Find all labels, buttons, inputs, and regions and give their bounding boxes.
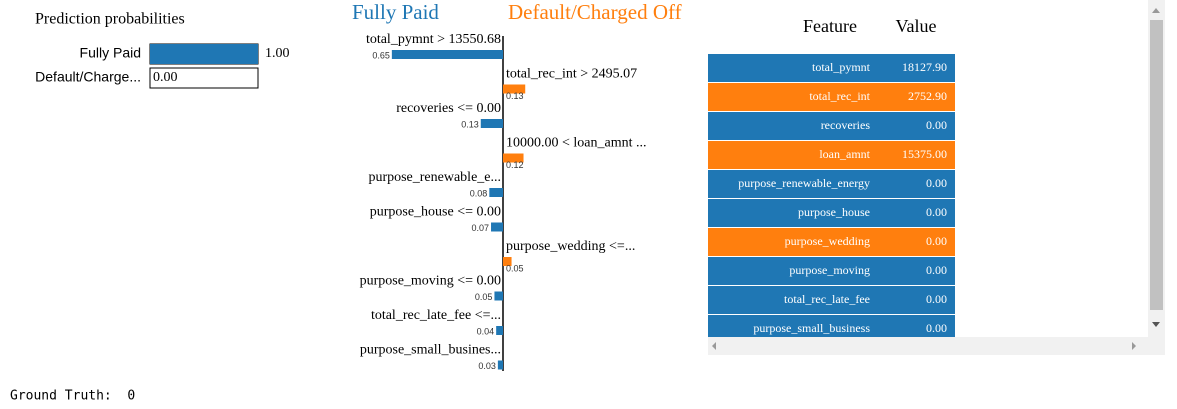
value-cell: 0.00 [926,234,947,248]
down-arrow[interactable] [1152,322,1160,327]
value-cell: 2752.90 [908,89,947,103]
h-scrollbar[interactable] [708,337,1148,355]
weight-bar [494,291,503,301]
table-row [708,257,955,285]
class-name: Fully Paid [80,45,141,61]
feature-cell: loan_amnt [819,147,870,161]
weight-bar [497,360,503,370]
value-cell: 0.00 [926,205,947,219]
feature-cell: total_rec_late_fee [784,292,870,306]
left-arrow[interactable] [712,342,716,350]
class-name: Default/Charge... [35,69,141,85]
feature-label: total_rec_late_fee <=... [371,308,501,323]
feature-label: purpose_small_busines... [360,343,501,358]
up-arrow[interactable] [1152,8,1160,13]
value-cell: 15375.00 [902,147,947,161]
table-scroll [708,0,1165,355]
feature-label: purpose_moving <= 0.00 [360,274,501,289]
weight-bar [503,84,526,94]
table-row [708,112,955,140]
prob-label: 1.00 [265,46,290,61]
prob-bar [150,44,258,64]
prediction-title: Prediction probabilities [35,11,185,28]
weight-label: 0.03 [478,361,496,371]
feature-label: total_pymnt > 13550.68 [366,32,501,47]
right-class-title: Default/Charged Off [508,0,682,24]
weight-bar [503,257,512,266]
value-cell: 0.00 [926,176,947,190]
feature-cell: purpose_small_business [753,321,870,335]
feature-cell: purpose_house [798,205,870,219]
weight-label: 0.05 [506,263,524,273]
feature-label: purpose_house <= 0.00 [370,205,501,220]
left-class-title: Fully Paid [352,0,439,24]
table-row [708,170,955,198]
v-thumb[interactable] [1150,20,1163,310]
feature-cell: purpose_renewable_energy [738,176,870,190]
value-cell: 0.00 [926,292,947,306]
feature-cell: recoveries [821,118,871,132]
table-row [708,199,955,227]
feature-label: total_rec_int > 2495.07 [506,67,637,82]
value-cell: 0.00 [926,118,947,132]
weight-label: 0.08 [470,188,488,198]
value-cell: 0.00 [926,263,947,277]
feature-cell: total_rec_int [809,89,870,103]
feature-cell: purpose_moving [789,263,870,277]
prob-label: 0.00 [153,70,178,85]
feature-label: recoveries <= 0.00 [396,101,501,116]
value-cell: 18127.90 [902,60,947,74]
weight-label: 0.04 [477,326,495,336]
weight-label: 0.13 [506,91,524,101]
table-header: Value [896,16,937,36]
value-cell: 0.00 [926,321,947,335]
prob-box [149,67,259,89]
feature-label: purpose_wedding <=... [506,239,635,254]
table-row [708,54,955,82]
weight-label: 0.65 [372,50,390,60]
weight-label: 0.07 [471,223,489,233]
weight-bar [391,50,503,59]
weight-bar [496,326,503,335]
feature-label: 10000.00 < loan_amnt ... [506,136,647,151]
feature-cell: total_pymnt [812,60,871,74]
weight-label: 0.12 [506,160,524,170]
right-arrow[interactable] [1132,342,1136,350]
table-header: Feature [803,16,857,36]
weight-label: 0.13 [461,119,479,129]
table-row [708,286,955,314]
table-row [708,141,955,169]
feature-cell: purpose_wedding [785,234,870,248]
table-row [708,228,955,256]
weight-bar [491,222,503,232]
footer: Ground Truth: 0 [10,389,135,404]
weight-bar [480,119,503,128]
weight-label: 0.05 [475,292,493,302]
weight-bar [503,153,524,163]
table-row [708,83,955,111]
weight-bar [489,188,503,197]
feature-label: purpose_renewable_e... [368,170,501,185]
